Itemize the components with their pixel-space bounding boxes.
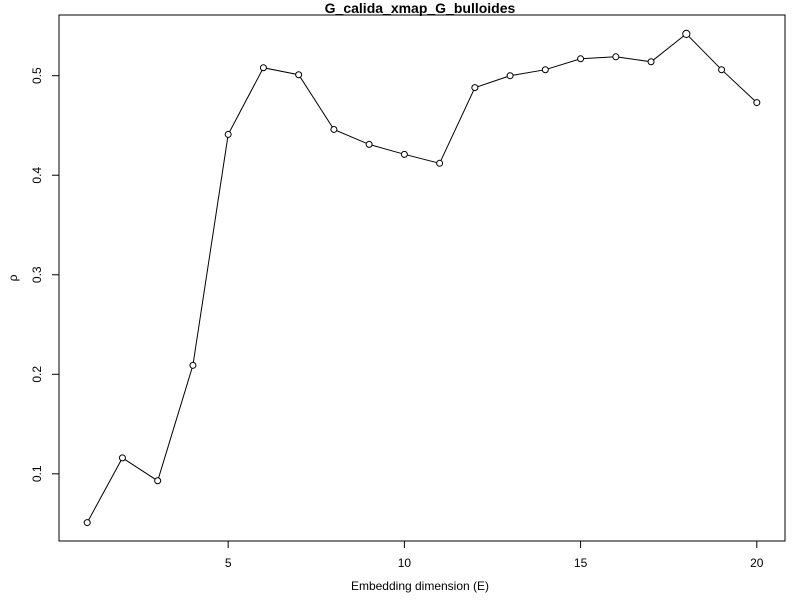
data-point xyxy=(753,99,761,107)
x-axis-label: Embedding dimension (E) xyxy=(351,579,489,593)
data-point xyxy=(436,159,444,167)
y-axis: 0.1 0.2 0.3 0.4 0.5 xyxy=(30,67,59,482)
highlight-point xyxy=(682,29,691,39)
data-point xyxy=(471,84,479,92)
data-point xyxy=(154,477,162,485)
data-point xyxy=(83,519,91,527)
data-point xyxy=(541,66,549,74)
data-point xyxy=(189,361,197,369)
data-point xyxy=(259,64,267,72)
data-point xyxy=(118,454,126,462)
data-point xyxy=(612,53,620,61)
data-points xyxy=(83,29,761,527)
data-point xyxy=(224,130,232,138)
x-axis: 5 10 15 20 xyxy=(225,541,764,570)
y-tick-label: 0.3 xyxy=(30,266,44,283)
y-tick-label: 0.4 xyxy=(30,167,44,184)
data-point xyxy=(400,150,408,158)
y-tick-label: 0.2 xyxy=(30,366,44,383)
data-point xyxy=(365,140,373,148)
data-point xyxy=(330,125,338,133)
x-tick-label: 20 xyxy=(750,556,764,570)
plot-frame xyxy=(58,14,786,542)
x-tick-label: 15 xyxy=(574,556,588,570)
data-point xyxy=(577,55,585,63)
series-line xyxy=(86,33,758,523)
x-tick-label: 10 xyxy=(398,556,412,570)
chart-title: G_calida_xmap_G_bulloides xyxy=(325,0,516,16)
data-point xyxy=(718,66,726,74)
y-tick-label: 0.5 xyxy=(30,67,44,84)
x-tick-label: 5 xyxy=(225,556,232,570)
data-point xyxy=(506,72,514,80)
y-tick-label: 0.1 xyxy=(30,465,44,482)
data-point xyxy=(295,71,303,79)
data-point xyxy=(647,58,655,66)
y-axis-label: ρ xyxy=(6,274,20,281)
